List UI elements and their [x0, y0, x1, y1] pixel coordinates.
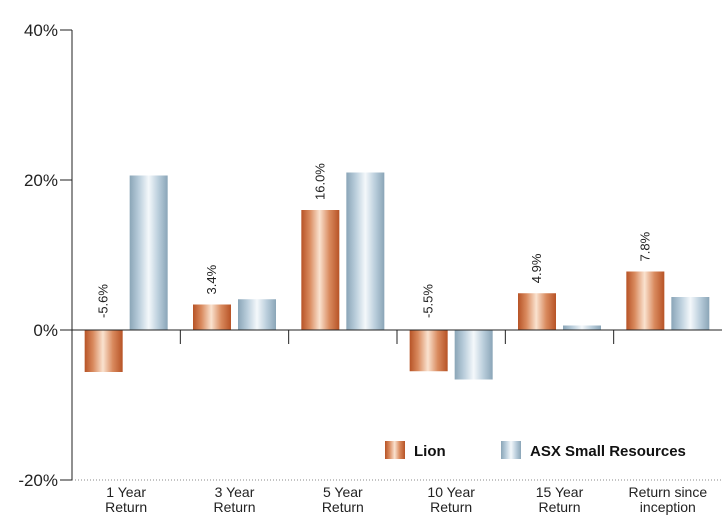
data-label-lion-4: 4.9%: [529, 253, 544, 283]
x-tick-label-line: inception: [640, 499, 696, 515]
bar-asx-4: [563, 325, 601, 330]
x-tick-label-1: 3 Year Return: [213, 484, 255, 515]
bar-asx-0: [129, 175, 168, 330]
bar-asx-5: [671, 297, 710, 330]
y-tick-label-1: 20%: [24, 171, 58, 190]
legend: Lion ASX Small Resources: [385, 441, 686, 460]
y-tick-label-3: -20%: [18, 471, 58, 490]
x-tick-label-3: 10 Year Return: [427, 484, 475, 515]
x-tick-label-line: Return: [430, 499, 472, 515]
axes-layer: [60, 29, 722, 481]
labels-layer: -5.6% 3.4% 16.0% -5.5% 4.9% 7.8% 40% 20% 0% -20% 1…: [18, 21, 707, 515]
bar-lion-5: [626, 271, 665, 330]
legend-swatch-lion: [385, 441, 405, 459]
data-label-lion-2: 16.0%: [312, 163, 327, 200]
bar-lion-0: [84, 330, 123, 372]
y-tick-label-2: 0%: [33, 321, 58, 340]
x-tick-label-5: Return since inception: [629, 484, 708, 515]
bar-asx-3: [454, 330, 493, 380]
y-tick-label-0: 40%: [24, 21, 58, 40]
data-label-lion-0: -5.6%: [96, 284, 111, 318]
x-tick-label-line: 10 Year: [427, 484, 475, 500]
data-label-lion-3: -5.5%: [421, 284, 436, 318]
x-tick-label-line: Return: [322, 499, 364, 515]
x-tick-label-line: Return: [213, 499, 255, 515]
x-tick-label-line: Return since: [629, 484, 708, 500]
x-tick-label-line: 15 Year: [536, 484, 584, 500]
legend-label-asx: ASX Small Resources: [530, 443, 686, 460]
bar-lion-1: [193, 304, 231, 330]
data-label-lion-1: 3.4%: [204, 264, 219, 294]
bars-layer: [84, 172, 710, 380]
data-label-lion-5: 7.8%: [637, 231, 652, 261]
x-tick-label-4: 15 Year Return: [536, 484, 584, 515]
bar-asx-2: [346, 172, 385, 330]
x-tick-label-line: 5 Year: [323, 484, 363, 500]
legend-label-lion: Lion: [414, 443, 446, 460]
x-tick-label-2: 5 Year Return: [322, 484, 364, 515]
x-tick-label-0: 1 Year Return: [105, 484, 147, 515]
bar-asx-1: [238, 299, 276, 330]
bar-lion-4: [518, 293, 556, 330]
x-tick-label-line: 3 Year: [215, 484, 255, 500]
bar-lion-2: [301, 210, 340, 330]
x-tick-label-line: Return: [538, 499, 580, 515]
x-tick-label-line: 1 Year: [106, 484, 146, 500]
x-tick-label-line: Return: [105, 499, 147, 515]
legend-swatch-asx: [501, 441, 521, 459]
bar-lion-3: [409, 330, 448, 372]
